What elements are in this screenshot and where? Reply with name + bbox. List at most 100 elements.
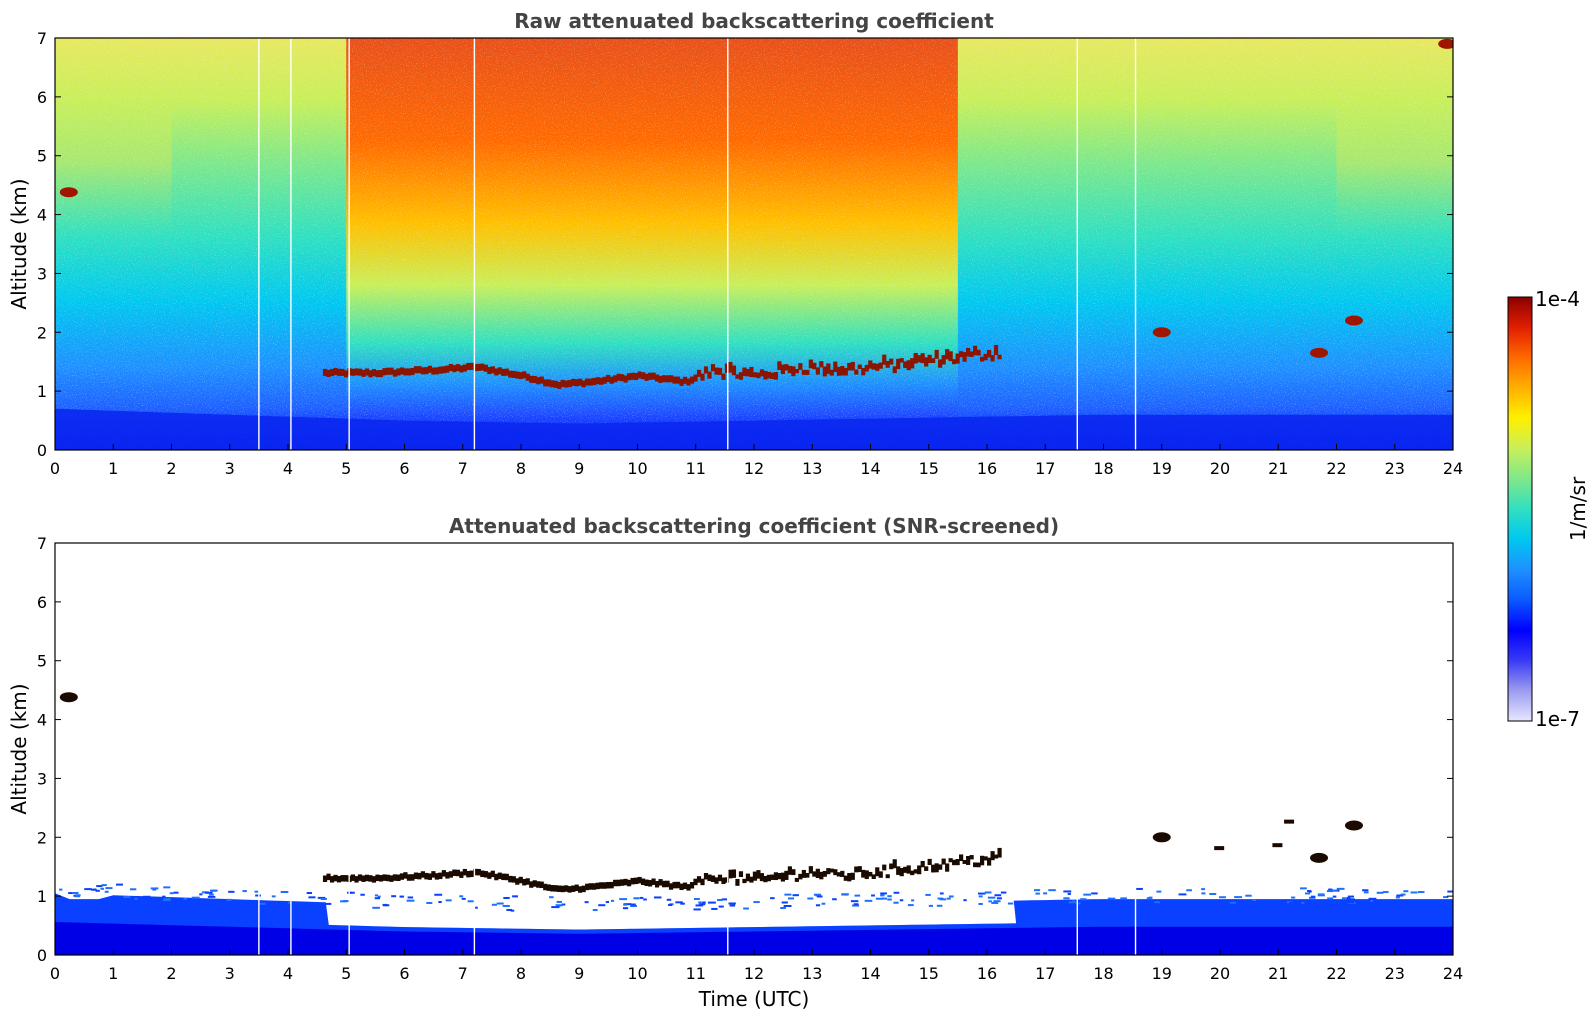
cloud-segment-screened [333,874,338,882]
cloud-segment-screened [413,872,419,879]
screened-speckle [1310,895,1316,898]
cloud-segment-screened [689,882,695,889]
y-tick-label: 1 [37,887,47,906]
screened-speckle [807,897,814,900]
screened-panel-title: Attenuated backscattering coefficient (S… [449,514,1059,538]
screened-speckle [702,901,706,904]
cloud-segment [574,379,579,387]
screened-speckle [162,895,166,898]
screened-speckle [438,900,442,903]
cloud-segment-screened [546,884,551,891]
screened-speckle [426,901,433,904]
boundary-layer [55,408,1453,450]
cloud-segment-screened [696,876,702,883]
screened-speckle [978,895,983,898]
screened-speckle [623,903,628,906]
cloud-segment-screened [679,883,684,891]
screened-speckle [1299,887,1307,890]
cloud-segment-screened [766,874,772,882]
cloud-segment-screened [567,886,572,893]
screened-speckle [1080,898,1087,901]
screened-speckle [784,893,792,896]
cloud-segment [406,368,412,376]
cloud-segment-screened [882,864,887,871]
screened-speckle [728,902,736,905]
x-tick-label: 10 [627,964,647,983]
cloud-segment [333,367,338,375]
screened-speckle [1209,892,1217,895]
x-tick-label: 24 [1443,459,1463,478]
x-tick-label: 1 [108,459,118,478]
cloud-segment-screened [661,880,667,888]
screened-speckle [610,899,615,902]
cloud-segment-screened [382,874,387,881]
screened-speckle [162,899,171,902]
screened-speckle [1363,891,1369,894]
cloud-segment [462,364,467,372]
screened-speckle [841,893,849,896]
cloud-segment [466,362,471,371]
cloud-segment-screened [794,877,799,882]
cloud-segment-screened [665,880,670,888]
screened-speckle [407,896,414,899]
cloud-segment [794,369,799,374]
screened-speckle [907,904,914,907]
cloud-segment [861,368,866,376]
cloud-segment [644,373,649,381]
cloud-segment [847,362,852,371]
cloud-segment [752,372,758,378]
x-tick-label: 4 [283,459,293,478]
screened-speckle [163,886,171,889]
screened-speckle [1235,900,1241,903]
cloud-segment [805,369,810,375]
cloud-segment-screened [990,851,995,861]
screened-speckle [502,904,510,907]
cloud-segment-screened [609,881,614,889]
screened-speckle [1067,892,1071,895]
screened-speckle [1400,893,1406,896]
screened-speckle [1307,900,1314,903]
cloud-segment-screened [993,854,999,859]
screened-speckle [729,904,736,907]
cloud-segment [770,372,775,379]
cloud-segment [599,377,604,385]
screened-speckle [781,901,788,904]
screened-speckle [721,898,728,901]
screened-speckle [698,901,702,904]
screened-speckle [1304,892,1311,895]
cloud-segment-screened [357,874,363,881]
x-tick-label: 16 [977,964,997,983]
colorbar-min-label: 1e-7 [1535,707,1580,731]
screened-speckle [988,900,992,903]
cloud-segment [385,367,391,375]
screened-speckle [633,897,640,900]
cloud-segment-screened [864,870,869,880]
screened-speckle [787,897,795,900]
cloud-segment [717,367,723,375]
screened-speckle [116,883,124,886]
y-tick-label: 5 [37,147,47,166]
y-tick-label: 3 [37,769,47,788]
screened-speckle [939,898,947,901]
screened-speckle [242,890,247,893]
cloud-segment-screened [735,878,740,886]
cloud-segment [812,362,817,370]
y-tick-label: 0 [37,441,47,460]
screened-speckle [1178,893,1187,896]
cloud-segment [920,353,925,364]
cloud-segment [689,376,695,384]
cloud-segment [378,370,384,378]
screened-speckle [939,892,944,895]
cloud-segment [675,376,681,384]
cloud-segment [749,366,754,378]
screened-speckle [259,902,266,905]
cloud-segment-screened [406,874,412,881]
cloud-segment [917,355,922,363]
cloud-segment [403,368,408,376]
screened-speckle [169,892,174,895]
screened-speckle [320,897,327,900]
screened-speckle [605,901,610,904]
cloud-segment [896,358,901,370]
cloud-segment-screened [438,872,443,880]
screened-speckle [1376,891,1384,894]
